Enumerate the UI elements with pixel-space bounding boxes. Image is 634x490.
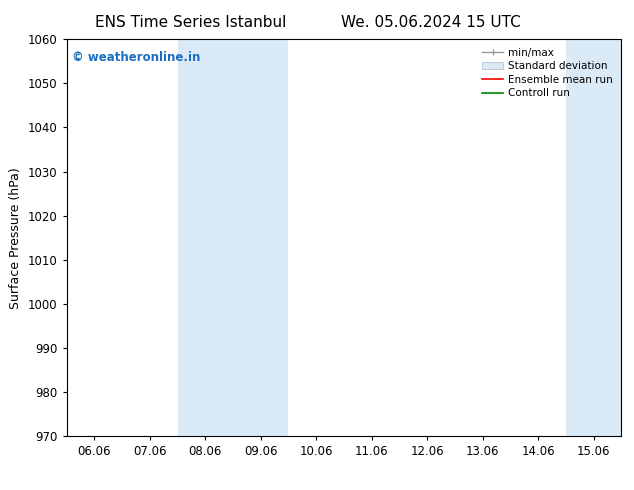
- Y-axis label: Surface Pressure (hPa): Surface Pressure (hPa): [10, 167, 22, 309]
- Text: © weatheronline.in: © weatheronline.in: [72, 51, 200, 64]
- Legend: min/max, Standard deviation, Ensemble mean run, Controll run: min/max, Standard deviation, Ensemble me…: [479, 45, 616, 101]
- Text: ENS Time Series Istanbul: ENS Time Series Istanbul: [94, 15, 286, 29]
- Bar: [566, 39, 621, 436]
- Text: We. 05.06.2024 15 UTC: We. 05.06.2024 15 UTC: [341, 15, 521, 29]
- Bar: [178, 39, 288, 436]
